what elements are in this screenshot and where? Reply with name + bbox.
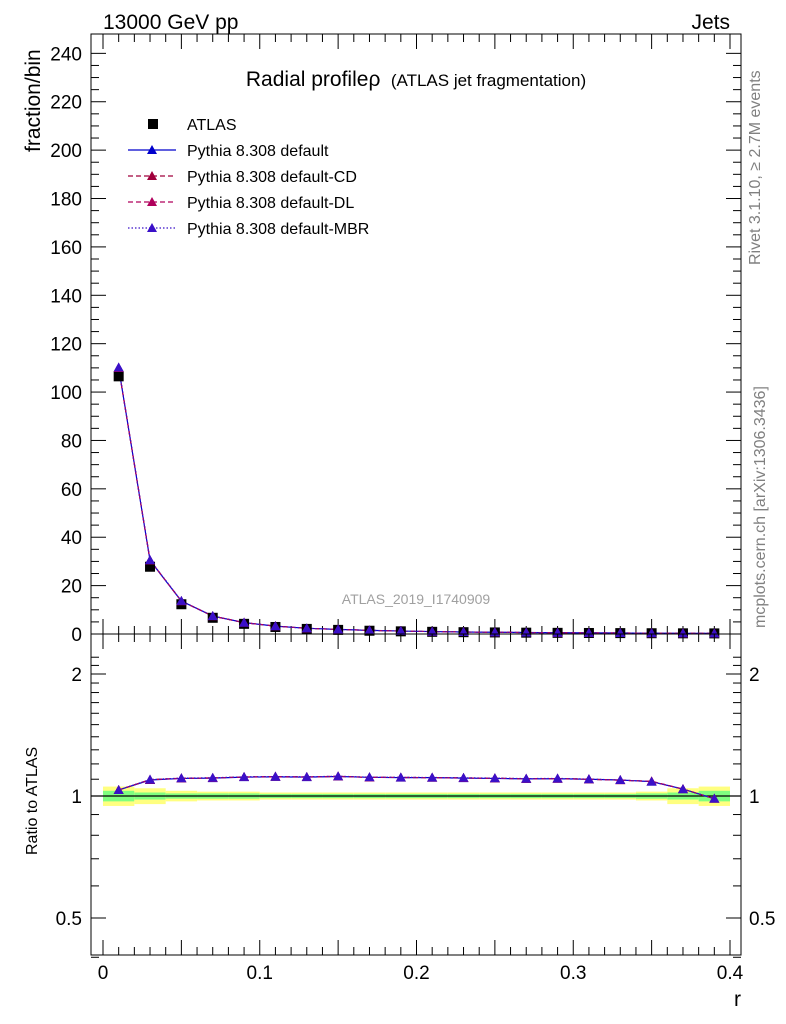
header-left: 13000 GeV pp bbox=[103, 11, 238, 34]
atlas-data-point bbox=[113, 371, 124, 382]
legend-marker bbox=[147, 197, 157, 206]
ratio-plot-panel: 0.5 0.51 12 2 Ratio to ATLAS 0 0.1 0.2 0.3 0.4 … bbox=[24, 633, 776, 1011]
ratio-y-tick-label: 0.5 bbox=[56, 909, 82, 930]
ratio-y-tick-label: 1 bbox=[71, 787, 82, 808]
mc-data-point bbox=[333, 624, 344, 634]
main-series-line bbox=[118, 367, 715, 635]
ratio-data-point bbox=[646, 776, 657, 786]
main-y-tick-label: 240 bbox=[50, 44, 82, 65]
main-y-tick-label: 80 bbox=[61, 431, 82, 452]
ratio-data-point bbox=[552, 773, 563, 783]
x-tick-label: 0.3 bbox=[560, 963, 586, 984]
main-y-tick-label: 120 bbox=[50, 335, 82, 356]
legend-marker bbox=[147, 223, 157, 232]
main-series-lines bbox=[118, 367, 715, 635]
ratio-y-axis-label: Ratio to ATLAS bbox=[24, 747, 41, 855]
main-y-tick-label: 20 bbox=[61, 577, 82, 598]
mc-data-point bbox=[395, 626, 406, 636]
ratio-frame bbox=[90, 633, 742, 956]
ratio-data-point bbox=[521, 773, 532, 783]
ratio-data-point bbox=[207, 772, 218, 782]
ratio-data-point bbox=[583, 774, 594, 784]
atlas-data-point bbox=[145, 561, 156, 572]
mc-data-point bbox=[427, 626, 438, 636]
main-y-tick-label: 200 bbox=[50, 141, 82, 162]
legend-label: Pythia 8.308 default-DL bbox=[187, 195, 354, 212]
main-y-tick-label: 220 bbox=[50, 93, 82, 114]
ratio-data-point bbox=[709, 793, 720, 803]
legend-marker-atlas bbox=[148, 119, 158, 129]
mc-data-point bbox=[583, 627, 594, 637]
ratio-series-markers bbox=[113, 771, 720, 803]
header-right: Jets bbox=[691, 11, 730, 34]
ratio-y-tick-labels: 0.5 0.5 1 1 2 2 bbox=[56, 665, 776, 930]
ratio-series-line bbox=[118, 775, 715, 800]
ratio-data-point bbox=[333, 771, 344, 781]
mc-data-point bbox=[270, 621, 281, 631]
main-y-axis-label: fraction/bin bbox=[22, 49, 45, 152]
ratio-data-point bbox=[239, 771, 250, 781]
ratio-data-point bbox=[677, 784, 688, 794]
main-y-tick-label: 100 bbox=[50, 383, 82, 404]
main-y-tick-label: 180 bbox=[50, 190, 82, 211]
legend-label: ATLAS bbox=[187, 117, 237, 134]
mc-data-point bbox=[364, 625, 375, 635]
ratio-y-tick-label-right: 2 bbox=[749, 665, 760, 686]
ratio-y-tick-label-right: 1 bbox=[749, 787, 760, 808]
ratio-data-point bbox=[270, 771, 281, 781]
ratio-data-point bbox=[145, 774, 156, 784]
legend-marker bbox=[147, 145, 157, 154]
mc-data-point bbox=[677, 628, 688, 638]
mcplots-label: mcplots.cern.ch [arXiv:1306.3436] bbox=[752, 386, 769, 628]
mc-data-point bbox=[176, 595, 187, 605]
ratio-data-point bbox=[113, 784, 124, 794]
ratio-data-point bbox=[427, 772, 438, 782]
main-y-tick-label: 60 bbox=[61, 480, 82, 501]
x-tick-label: 0.4 bbox=[717, 963, 744, 984]
mc-data-point bbox=[207, 610, 218, 620]
ratio-data-point bbox=[176, 773, 187, 783]
ratio-data-point bbox=[615, 775, 626, 785]
main-y-tick-label: 140 bbox=[50, 286, 82, 307]
mc-data-point bbox=[709, 628, 720, 638]
main-y-tick-label: 0 bbox=[71, 625, 82, 646]
main-series-markers bbox=[113, 362, 720, 639]
ratio-data-point bbox=[489, 773, 500, 783]
main-watermark: ATLAS_2019_I1740909 bbox=[342, 591, 491, 607]
ratio-data-point bbox=[364, 772, 375, 782]
ratio-data-point bbox=[395, 772, 406, 782]
main-title-text: Radial profileρ bbox=[246, 68, 381, 91]
rivet-label: Rivet 3.1.10, ≥ 2.7M events bbox=[747, 70, 764, 265]
main-y-tick-label: 160 bbox=[50, 238, 82, 259]
mc-data-point bbox=[239, 617, 250, 627]
mc-data-point bbox=[145, 554, 156, 564]
legend-label: Pythia 8.308 default-MBR bbox=[187, 221, 369, 238]
x-tick-labels: 0 0.1 0.2 0.3 0.4 bbox=[98, 963, 744, 984]
main-title: Radial profileρ (ATLAS jet fragmentation… bbox=[246, 68, 586, 91]
x-tick-label: 0.1 bbox=[247, 963, 273, 984]
x-axis-label: r bbox=[734, 988, 741, 1011]
legend-marker bbox=[147, 171, 157, 180]
mc-data-point bbox=[301, 623, 312, 633]
x-tick-label: 0 bbox=[98, 963, 109, 984]
legend: ATLAS Pythia 8.308 default Pythia 8.308 de… bbox=[128, 117, 369, 238]
ratio-y-tick-label-right: 0.5 bbox=[749, 909, 775, 930]
ratio-y-tick-label: 2 bbox=[71, 665, 82, 686]
mc-data-point bbox=[615, 628, 626, 638]
main-y-tick-labels: 0 20 40 60 80 100 120 140 160 180 200 220 240 bbox=[50, 44, 82, 646]
main-subtitle-text: (ATLAS jet fragmentation) bbox=[391, 71, 586, 90]
main-y-tick-label: 40 bbox=[61, 528, 82, 549]
ratio-data-point bbox=[301, 771, 312, 781]
mc-data-point bbox=[646, 628, 657, 638]
ratio-data-point bbox=[458, 772, 469, 782]
ratio-series-lines bbox=[118, 775, 715, 800]
legend-label: Pythia 8.308 default bbox=[187, 143, 329, 160]
mc-data-point bbox=[113, 362, 124, 372]
x-tick-label: 0.2 bbox=[403, 963, 429, 984]
ratio-axis-ticks bbox=[91, 634, 741, 958]
main-plot-panel: 0 20 40 60 80 100 120 140 160 180 200 220 240 ATLAS_… bbox=[22, 33, 742, 646]
legend-label: Pythia 8.308 default-CD bbox=[187, 169, 357, 186]
